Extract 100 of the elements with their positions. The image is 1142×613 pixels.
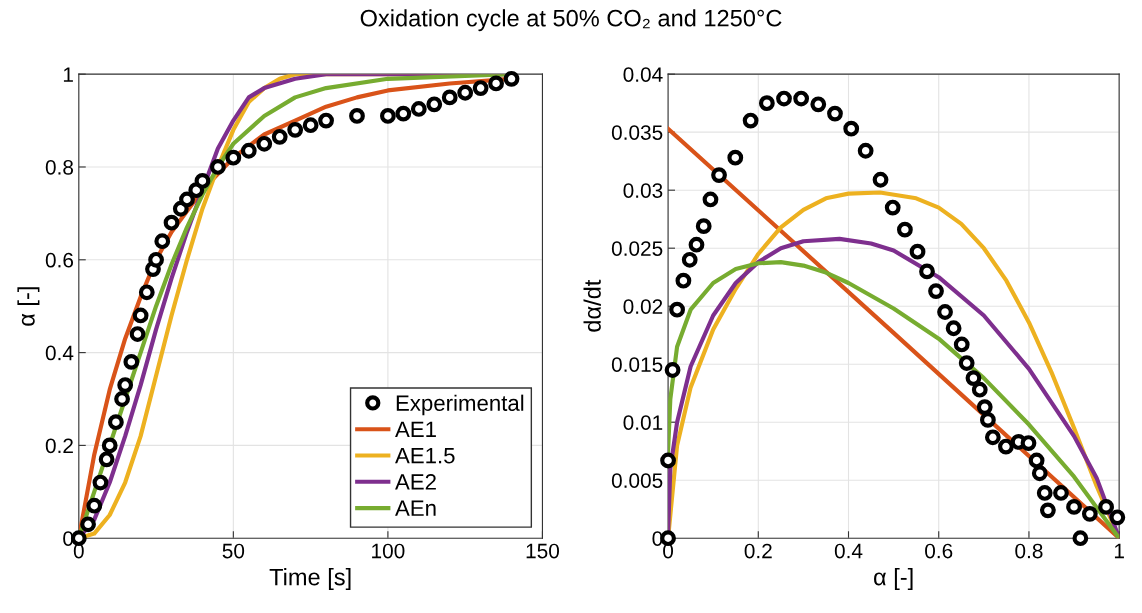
point: [194, 173, 211, 189]
point: [154, 233, 171, 250]
point: [711, 167, 727, 183]
point: [793, 90, 810, 107]
point: [884, 199, 901, 216]
point: [953, 336, 970, 353]
point: [209, 159, 226, 175]
point: [971, 381, 988, 398]
legend-label: AE1: [395, 421, 436, 438]
y-tick-label: 0.01: [623, 415, 663, 430]
legend-label: Experimental: [396, 394, 524, 416]
point: [441, 89, 458, 106]
point: [702, 191, 719, 208]
point: [457, 84, 474, 101]
point: [101, 437, 118, 454]
y-tick-label: 0.035: [611, 125, 663, 140]
legend-label: AE2: [395, 474, 436, 490]
x-tick-label: 0.4: [834, 543, 863, 559]
legend-label: AE1.5: [395, 448, 455, 464]
x-tick-label: 100: [372, 543, 405, 559]
point: [287, 121, 304, 138]
point: [114, 391, 130, 407]
point: [675, 272, 692, 289]
point: [117, 377, 134, 393]
point: [872, 171, 889, 188]
point: [1098, 498, 1114, 515]
y-tick-label: 0.025: [611, 241, 663, 256]
y-tick-label: 0.6: [45, 252, 74, 268]
point: [1028, 452, 1045, 469]
y-axis-title: α [-]: [17, 287, 40, 326]
y-tick-label: 0.8: [45, 159, 74, 175]
x-tick-label: 1: [1114, 543, 1124, 559]
point: [179, 191, 195, 208]
point: [979, 411, 996, 428]
point: [410, 101, 427, 117]
point: [909, 243, 926, 260]
point: [727, 149, 744, 166]
point: [695, 218, 712, 235]
point: [1039, 502, 1056, 519]
point: [1020, 435, 1037, 451]
x-axis-title: α [-]: [874, 568, 913, 591]
y-tick-label: 0.03: [623, 183, 663, 198]
point: [488, 75, 504, 92]
point: [1081, 505, 1098, 522]
point: [86, 497, 103, 514]
point: [843, 120, 860, 137]
y-tick-label: 0.2: [45, 438, 73, 454]
point: [1066, 498, 1082, 515]
point: [148, 251, 164, 268]
point: [919, 263, 935, 280]
point: [945, 320, 962, 337]
y-tick-label: 0.02: [623, 299, 663, 314]
y-axis-title: dα/dt: [583, 279, 601, 332]
point: [503, 70, 520, 87]
chart-title: Oxidation cycle at 50% CO₂ and 1250°C: [360, 9, 782, 32]
y-tick-label: 1: [63, 67, 73, 82]
point: [1036, 485, 1053, 501]
x-tick-label: 0.8: [1015, 543, 1043, 559]
point: [669, 301, 685, 318]
point: [937, 304, 953, 320]
point: [225, 149, 242, 166]
x-axis-title: Time [s]: [269, 568, 351, 591]
point: [688, 236, 705, 253]
point: [1053, 485, 1069, 501]
point: [810, 96, 827, 113]
point: [827, 105, 843, 122]
point: [380, 108, 396, 124]
y-tick-label: 0.015: [611, 357, 663, 372]
y-tick-label: 0.4: [45, 345, 74, 361]
point: [664, 362, 681, 378]
point: [80, 516, 96, 533]
x-tick-label: 0.6: [925, 543, 953, 559]
legend-label: AEn: [395, 500, 436, 516]
point: [857, 142, 874, 159]
point: [138, 284, 155, 301]
point: [98, 451, 115, 468]
point: [129, 326, 146, 342]
point: [958, 355, 975, 371]
point: [132, 307, 149, 324]
point: [998, 438, 1014, 455]
point: [426, 96, 443, 113]
x-tick-label: 0.2: [744, 543, 772, 559]
point: [984, 429, 1001, 446]
point: [318, 112, 334, 129]
point: [742, 112, 759, 129]
point: [271, 128, 288, 145]
x-tick-label: 150: [526, 543, 560, 559]
y-tick-label: 0.04: [623, 67, 663, 82]
point: [472, 80, 489, 96]
x-tick-label: 50: [222, 543, 245, 559]
point: [1072, 530, 1089, 547]
point: [1031, 465, 1048, 482]
point: [758, 95, 775, 112]
point: [92, 474, 109, 491]
point: [107, 414, 124, 431]
point: [928, 283, 944, 300]
point: [681, 251, 698, 268]
point: [896, 221, 913, 238]
point: [976, 399, 993, 416]
point: [256, 135, 273, 152]
